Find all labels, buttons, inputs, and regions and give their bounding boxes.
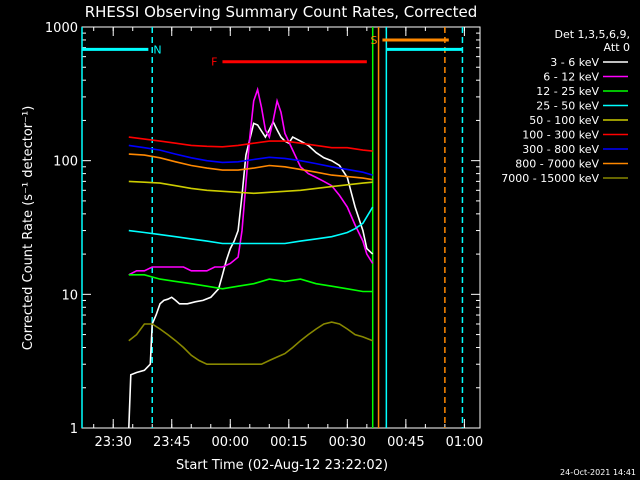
legend-label-4: 50 - 100 keV bbox=[529, 114, 599, 127]
flag-label-0: N bbox=[153, 43, 161, 56]
x-tick-label: 00:00 bbox=[212, 435, 249, 450]
x-tick-label: 01:00 bbox=[446, 435, 483, 450]
series-line-5 bbox=[128, 136, 373, 152]
legend-label-0: 3 - 6 keV bbox=[550, 56, 599, 69]
y-tick-label: 1 bbox=[70, 422, 78, 437]
legend-title-line-1: Det 1,3,5,6,9, bbox=[554, 28, 630, 41]
y-tick-label: 100 bbox=[53, 155, 78, 170]
x-tick-label: 00:45 bbox=[387, 435, 424, 450]
legend-label-6: 300 - 800 keV bbox=[522, 143, 599, 156]
series-line-2 bbox=[128, 273, 373, 293]
y-tick-label: 10 bbox=[61, 288, 78, 303]
series-line-6 bbox=[128, 144, 373, 176]
chart-title: RHESSI Observing Summary Count Rates, Co… bbox=[85, 3, 478, 21]
x-axis-label: Start Time (02-Aug-12 23:22:02) bbox=[176, 458, 388, 473]
legend-label-2: 12 - 25 keV bbox=[536, 85, 599, 98]
legend-label-7: 800 - 7000 keV bbox=[515, 158, 599, 171]
series-line-1 bbox=[128, 86, 374, 276]
x-tick-label: 00:30 bbox=[329, 435, 366, 450]
legend-label-5: 100 - 300 keV bbox=[522, 129, 599, 142]
series-line-8 bbox=[128, 321, 373, 366]
legend-label-3: 25 - 50 keV bbox=[536, 100, 599, 113]
x-tick-label: 23:45 bbox=[153, 435, 190, 450]
legend-label-8: 7000 - 15000 keV bbox=[501, 172, 599, 185]
flag-label-2: S bbox=[370, 34, 377, 47]
series-line-0 bbox=[128, 120, 374, 429]
legend-label-1: 6 - 12 keV bbox=[543, 71, 599, 84]
y-tick-label: 1000 bbox=[45, 21, 78, 36]
footer-timestamp: 24-Oct-2021 14:41 bbox=[560, 468, 636, 477]
series-line-3 bbox=[128, 206, 374, 245]
series-line-4 bbox=[128, 180, 373, 195]
plot-area: 1 10 100 1000 23:30 23:45 00:00 00:15 00:30 00:45… bbox=[45, 21, 483, 450]
y-axis-label: Corrected Count Rate (s⁻¹ detector⁻¹) bbox=[21, 106, 36, 351]
series-line-7 bbox=[128, 153, 373, 181]
flag-label-1: F bbox=[211, 56, 217, 69]
x-tick-label: 23:30 bbox=[94, 435, 131, 450]
x-tick-label: 00:15 bbox=[270, 435, 307, 450]
legend-title-line-2: Att 0 bbox=[604, 41, 630, 54]
